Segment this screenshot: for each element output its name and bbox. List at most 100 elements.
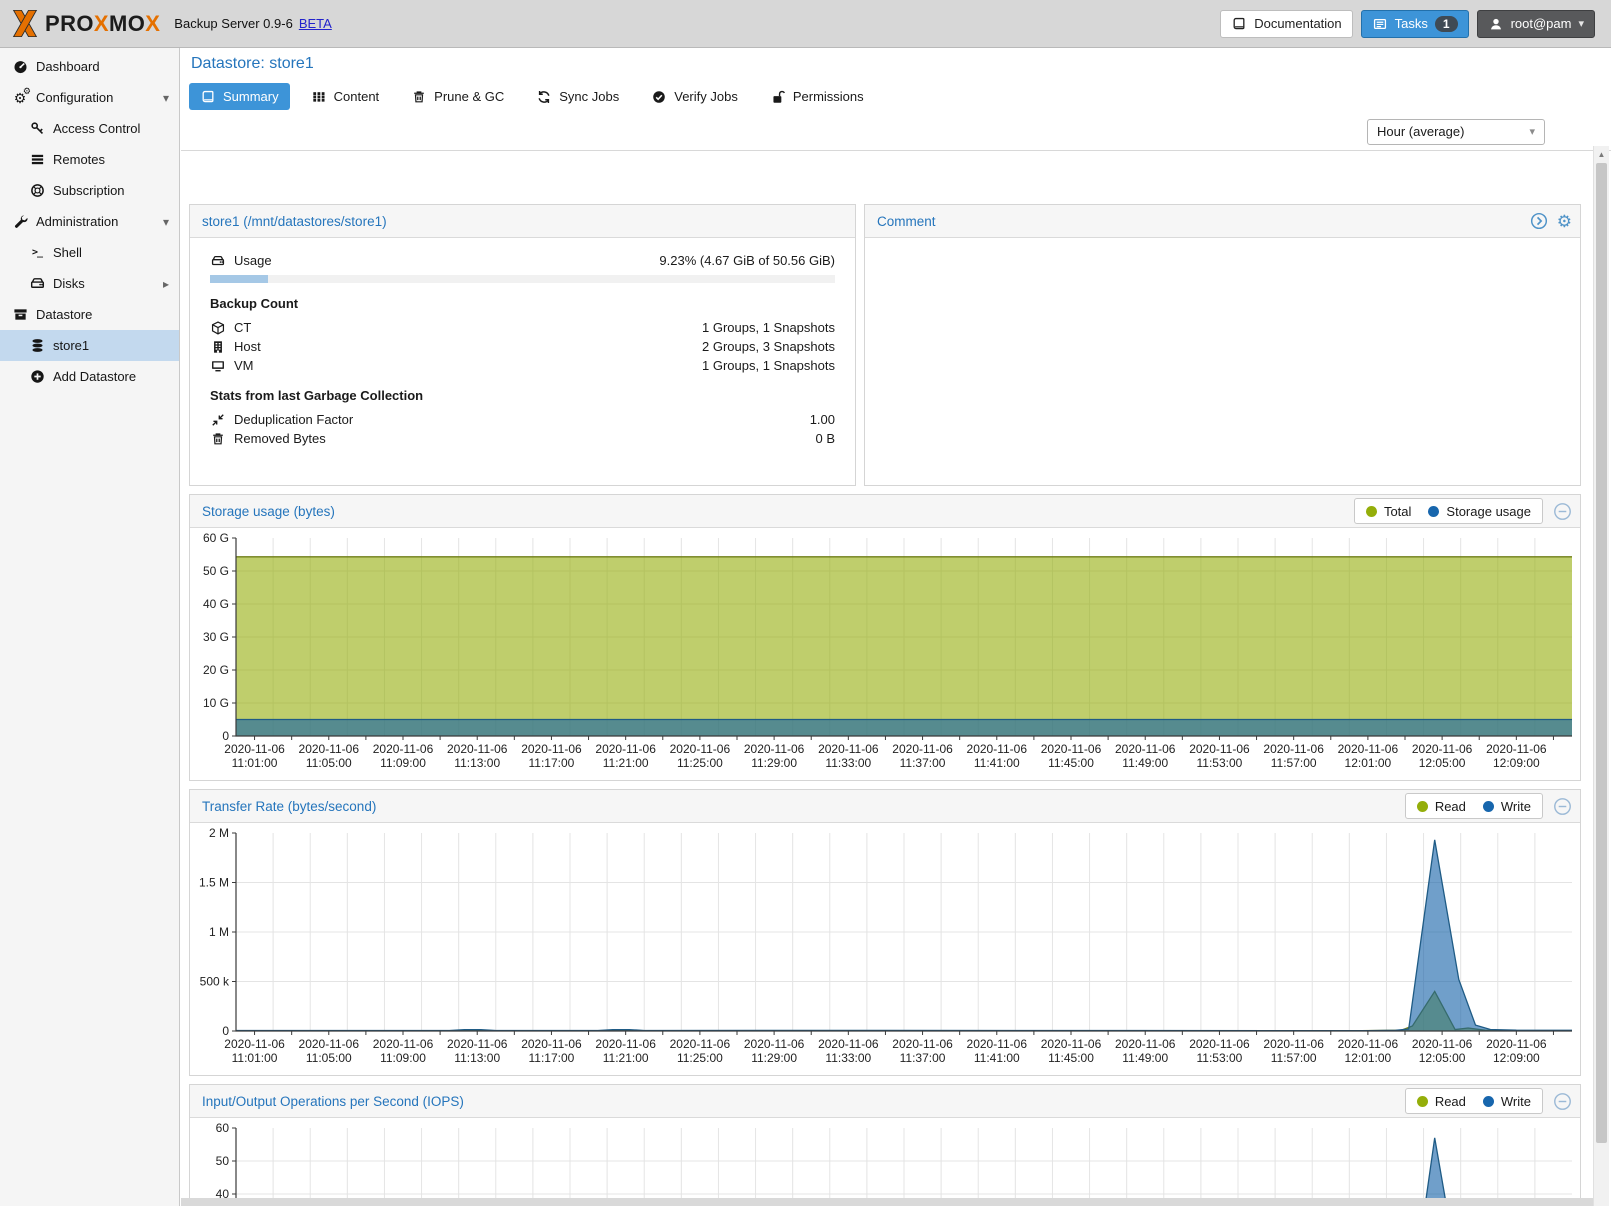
content-area: store1 (/mnt/datastores/store1) Usage 9.2… [181,194,1611,1206]
sidebar-item-remotes[interactable]: Remotes [0,144,179,175]
main-area: Datastore: store1 Summary Content Prune & … [181,48,1611,1206]
hdd-icon [29,276,45,292]
svg-text:40 G: 40 G [203,597,229,611]
svg-text:20 G: 20 G [203,663,229,677]
scroll-up-icon[interactable]: ▲ [1597,149,1606,159]
tasks-button[interactable]: Tasks 1 [1360,9,1469,38]
tasks-list-icon [1372,16,1388,32]
dashboard-icon [12,59,28,75]
chart-legend: Read Write [1404,793,1543,819]
tab-permissions[interactable]: Permissions [759,83,875,110]
sidebar-item-dashboard[interactable]: Dashboard [0,51,179,82]
tab-label: Prune & GC [434,89,505,104]
collapse-panel-icon[interactable] [1553,502,1572,521]
legend-label: Read [1434,1093,1466,1109]
info-label: Host [234,339,261,354]
logo-text: PROXMOX [45,10,161,36]
page-title: Datastore: store1 [191,55,314,72]
chart-body: 0 500 k 1 M 1.5 M 2 M 2020-11-06 11:01:00 2020-… [190,823,1580,1075]
legend-item-write[interactable]: Write [1482,799,1531,814]
info-label: Deduplication Factor [234,412,354,427]
sidebar-item-datastore[interactable]: Datastore [0,299,179,330]
info-value: 0 B [815,431,835,446]
tab-label: Content [333,89,380,104]
sidebar-item-subscription[interactable]: Subscription [0,175,179,206]
panel-header: Transfer Rate (bytes/second) Read Write [190,790,1580,823]
info-value: 9.23% (4.67 GiB of 50.56 GiB) [659,253,835,268]
tab-prune-gc[interactable]: Prune & GC [400,83,515,110]
legend-dot [1482,1095,1494,1107]
input-output-operations-per-second-chart: 01020304050602020-11-0611:01:002020-11-0… [216,1121,1572,1206]
cube-icon [210,320,226,336]
sidebar-item-disks[interactable]: Disks ▸ [0,268,179,299]
chevron-right-icon[interactable]: ▸ [162,276,169,291]
collapse-panel-icon[interactable] [1553,1092,1572,1111]
info-label: VM [234,358,254,373]
tab-summary[interactable]: Summary [189,83,290,110]
sidebar-item-store1[interactable]: store1 [0,330,179,361]
chevron-down-icon[interactable]: ▾ [162,214,169,229]
collapse-panel-icon[interactable] [1553,797,1572,816]
beta-link[interactable]: BETA [298,16,332,31]
tab-sync-jobs[interactable]: Sync Jobs [525,83,630,110]
vertical-scrollbar[interactable]: ▲ [1593,146,1609,1206]
documentation-button[interactable]: Documentation [1220,9,1353,38]
svg-text:60: 60 [216,1121,230,1135]
legend-dot [1416,800,1428,812]
tab-verify-jobs[interactable]: Verify Jobs [640,83,749,110]
product-subtitle: Backup Server 0.9-6 [174,16,293,31]
svg-text:40: 40 [216,1187,230,1201]
tab-label: Sync Jobs [559,89,620,104]
sidebar-item-configuration[interactable]: ⚙ ⚙ Configuration ▾ [0,82,179,113]
tasks-count-badge: 1 [1434,15,1458,32]
key-icon [29,121,45,137]
user-menu-button[interactable]: root@pam ▾ [1476,9,1595,38]
legend-item-storage-usage[interactable]: Storage usage [1428,504,1531,519]
legend-item-write[interactable]: Write [1482,1094,1531,1109]
sidebar-item-label: Remotes [53,152,106,167]
documentation-label: Documentation [1254,16,1342,31]
refresh-icon [536,89,552,105]
sidebar-item-label: store1 [53,338,90,353]
info-value: 1 Groups, 1 Snapshots [702,358,835,373]
time-range-value: Hour (average) [1377,124,1465,139]
chevron-down-icon[interactable]: ▾ [162,90,169,105]
gear-icon[interactable]: ⚙ [1556,211,1572,231]
legend-item-read[interactable]: Read [1416,798,1466,814]
tasks-label: Tasks [1394,16,1428,31]
panel-header: Storage usage (bytes) Total Storage usage [190,495,1580,528]
sidebar-item-label: Subscription [53,183,125,198]
charts-container: Storage usage (bytes) Total Storage usage 0… [189,494,1581,1206]
legend-label: Read [1434,798,1466,814]
tab-content[interactable]: Content [300,83,391,110]
scrollbar-thumb[interactable] [1596,163,1607,1143]
legend-item-read[interactable]: Read [1416,1093,1466,1109]
svg-text:50 G: 50 G [203,564,229,578]
gc-stats-heading: Stats from last Garbage Collection [210,388,424,403]
svg-text:60 G: 60 G [203,531,229,545]
chart-body: 01020304050602020-11-0611:01:002020-11-0… [190,1118,1580,1206]
sidebar-item-access-control[interactable]: Access Control [0,113,179,144]
svg-text:1.5 M: 1.5 M [199,876,229,890]
chevron-circle-right-icon[interactable] [1530,212,1548,230]
sidebar-item-label: Administration [36,214,119,229]
info-row-removed-bytes: Removed Bytes 0 B [210,429,835,448]
time-range-select[interactable]: Hour (average) ▾ [1367,118,1545,145]
database-icon [29,338,45,354]
sidebar-item-shell[interactable]: >_ Shell [0,237,179,268]
sidebar-item-administration[interactable]: Administration ▾ [0,206,179,237]
horizontal-scrollbar[interactable] [181,1198,1593,1206]
info-row-host: Host 2 Groups, 3 Snapshots [210,337,835,356]
info-label: Removed Bytes [234,431,326,446]
info-label: CT [234,320,252,335]
legend-item-total[interactable]: Total [1365,504,1411,519]
sidebar-item-add-datastore[interactable]: Add Datastore [0,361,179,392]
tab-label: Summary [223,89,279,104]
